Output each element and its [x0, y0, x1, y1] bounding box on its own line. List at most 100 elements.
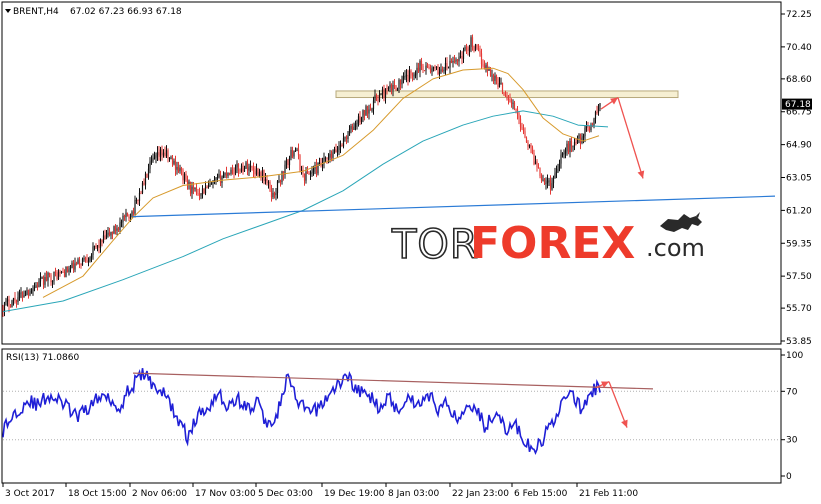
candle-body: [128, 216, 130, 219]
candle-body: [212, 180, 214, 184]
watermark-tor: TOR: [391, 222, 479, 268]
candle-body: [51, 280, 54, 283]
candle-body: [104, 235, 106, 239]
candle-body: [522, 128, 525, 132]
candle-body: [537, 167, 540, 169]
candle-body: [243, 168, 246, 172]
candle-body: [197, 193, 199, 195]
candle-body: [239, 170, 241, 172]
candle-body: [245, 162, 247, 169]
candle-body: [114, 226, 117, 231]
candle-body: [408, 70, 411, 81]
price-tick-label: 70.40: [786, 43, 812, 53]
candle-body: [531, 147, 534, 153]
rsi-label: RSI(13) 71.0860: [6, 353, 79, 363]
candle-body: [354, 124, 357, 128]
candle-body: [261, 170, 264, 179]
candle-body: [473, 46, 475, 51]
time-tick-label: 19 Dec 19:00: [324, 489, 385, 499]
price-tick-label: 66.75: [786, 108, 812, 118]
ohlc-values: 67.02 67.23 66.93 67.18: [70, 7, 182, 17]
price-tick-label: 53.85: [786, 337, 812, 347]
candle-body: [585, 126, 588, 128]
candle-body: [380, 93, 382, 95]
candle-body: [588, 127, 591, 131]
candle-body: [77, 259, 79, 264]
candle-body: [270, 190, 273, 198]
candle-body: [599, 103, 601, 107]
candle-body: [36, 285, 39, 288]
candle-body: [425, 65, 427, 71]
candle-body: [486, 64, 489, 71]
candle-body: [123, 215, 126, 218]
candle-body: [174, 160, 177, 170]
candle-body: [42, 276, 45, 285]
candle-body: [314, 165, 316, 170]
candle-body: [132, 211, 135, 214]
candle-body: [177, 167, 180, 172]
watermark-com: .com: [646, 234, 705, 262]
candle-body: [236, 163, 238, 168]
candle-body: [293, 151, 295, 157]
candle-body: [360, 117, 363, 122]
candle-body: [372, 100, 375, 109]
candle-body: [204, 186, 207, 194]
candle-body: [561, 153, 564, 155]
candle-body: [126, 212, 129, 217]
candle-body: [96, 245, 99, 248]
candle-body: [29, 293, 31, 295]
candle-body: [150, 160, 153, 162]
candle-body: [294, 150, 297, 152]
candle-body: [306, 171, 309, 174]
candle-body: [75, 263, 78, 265]
dropdown-triangle-icon[interactable]: [5, 9, 11, 13]
candle-body: [11, 300, 13, 307]
candle-body: [21, 292, 24, 298]
candle-body: [516, 109, 519, 114]
candle-body: [395, 86, 397, 91]
candle-body: [374, 95, 376, 101]
candle-body: [260, 172, 262, 179]
candle-body: [281, 171, 283, 183]
candle-body: [488, 68, 490, 71]
candle-body: [39, 278, 42, 282]
candle-body: [99, 239, 102, 248]
candle-body: [371, 108, 373, 111]
candle-body: [453, 60, 456, 62]
candle-body: [323, 157, 325, 164]
candle-body: [428, 67, 430, 69]
candle-body: [540, 175, 543, 181]
candle-body: [6, 299, 9, 302]
candle-body: [594, 111, 597, 119]
candle-body: [303, 173, 306, 181]
candle-body: [345, 137, 348, 139]
candle-body: [357, 116, 360, 123]
candle-body: [545, 182, 547, 184]
candle-body: [378, 94, 381, 102]
candle-body: [3, 302, 6, 312]
price-tick-label: 57.50: [786, 272, 812, 282]
rsi-tick-label: 100: [786, 351, 803, 361]
candle-body: [576, 137, 579, 144]
time-tick-label: 17 Nov 03:00: [195, 489, 256, 499]
candle-body: [66, 266, 69, 273]
candle-body: [129, 217, 132, 219]
candle-body: [48, 272, 51, 275]
candle-body: [597, 106, 600, 113]
candle-body: [27, 289, 30, 295]
candle-body: [167, 150, 169, 159]
candle-body: [470, 37, 472, 47]
candle-body: [327, 157, 330, 159]
candle-body: [318, 162, 321, 164]
candle-body: [164, 152, 166, 156]
support-trendline: [132, 195, 776, 218]
candle-body: [65, 266, 67, 277]
rsi-line: [2, 368, 601, 456]
candle-body: [38, 281, 40, 288]
candle-body: [458, 57, 460, 62]
price-tick-label: 55.70: [786, 304, 812, 314]
candle-body: [434, 67, 436, 69]
candle-body: [353, 127, 355, 130]
candle-body: [329, 153, 331, 158]
